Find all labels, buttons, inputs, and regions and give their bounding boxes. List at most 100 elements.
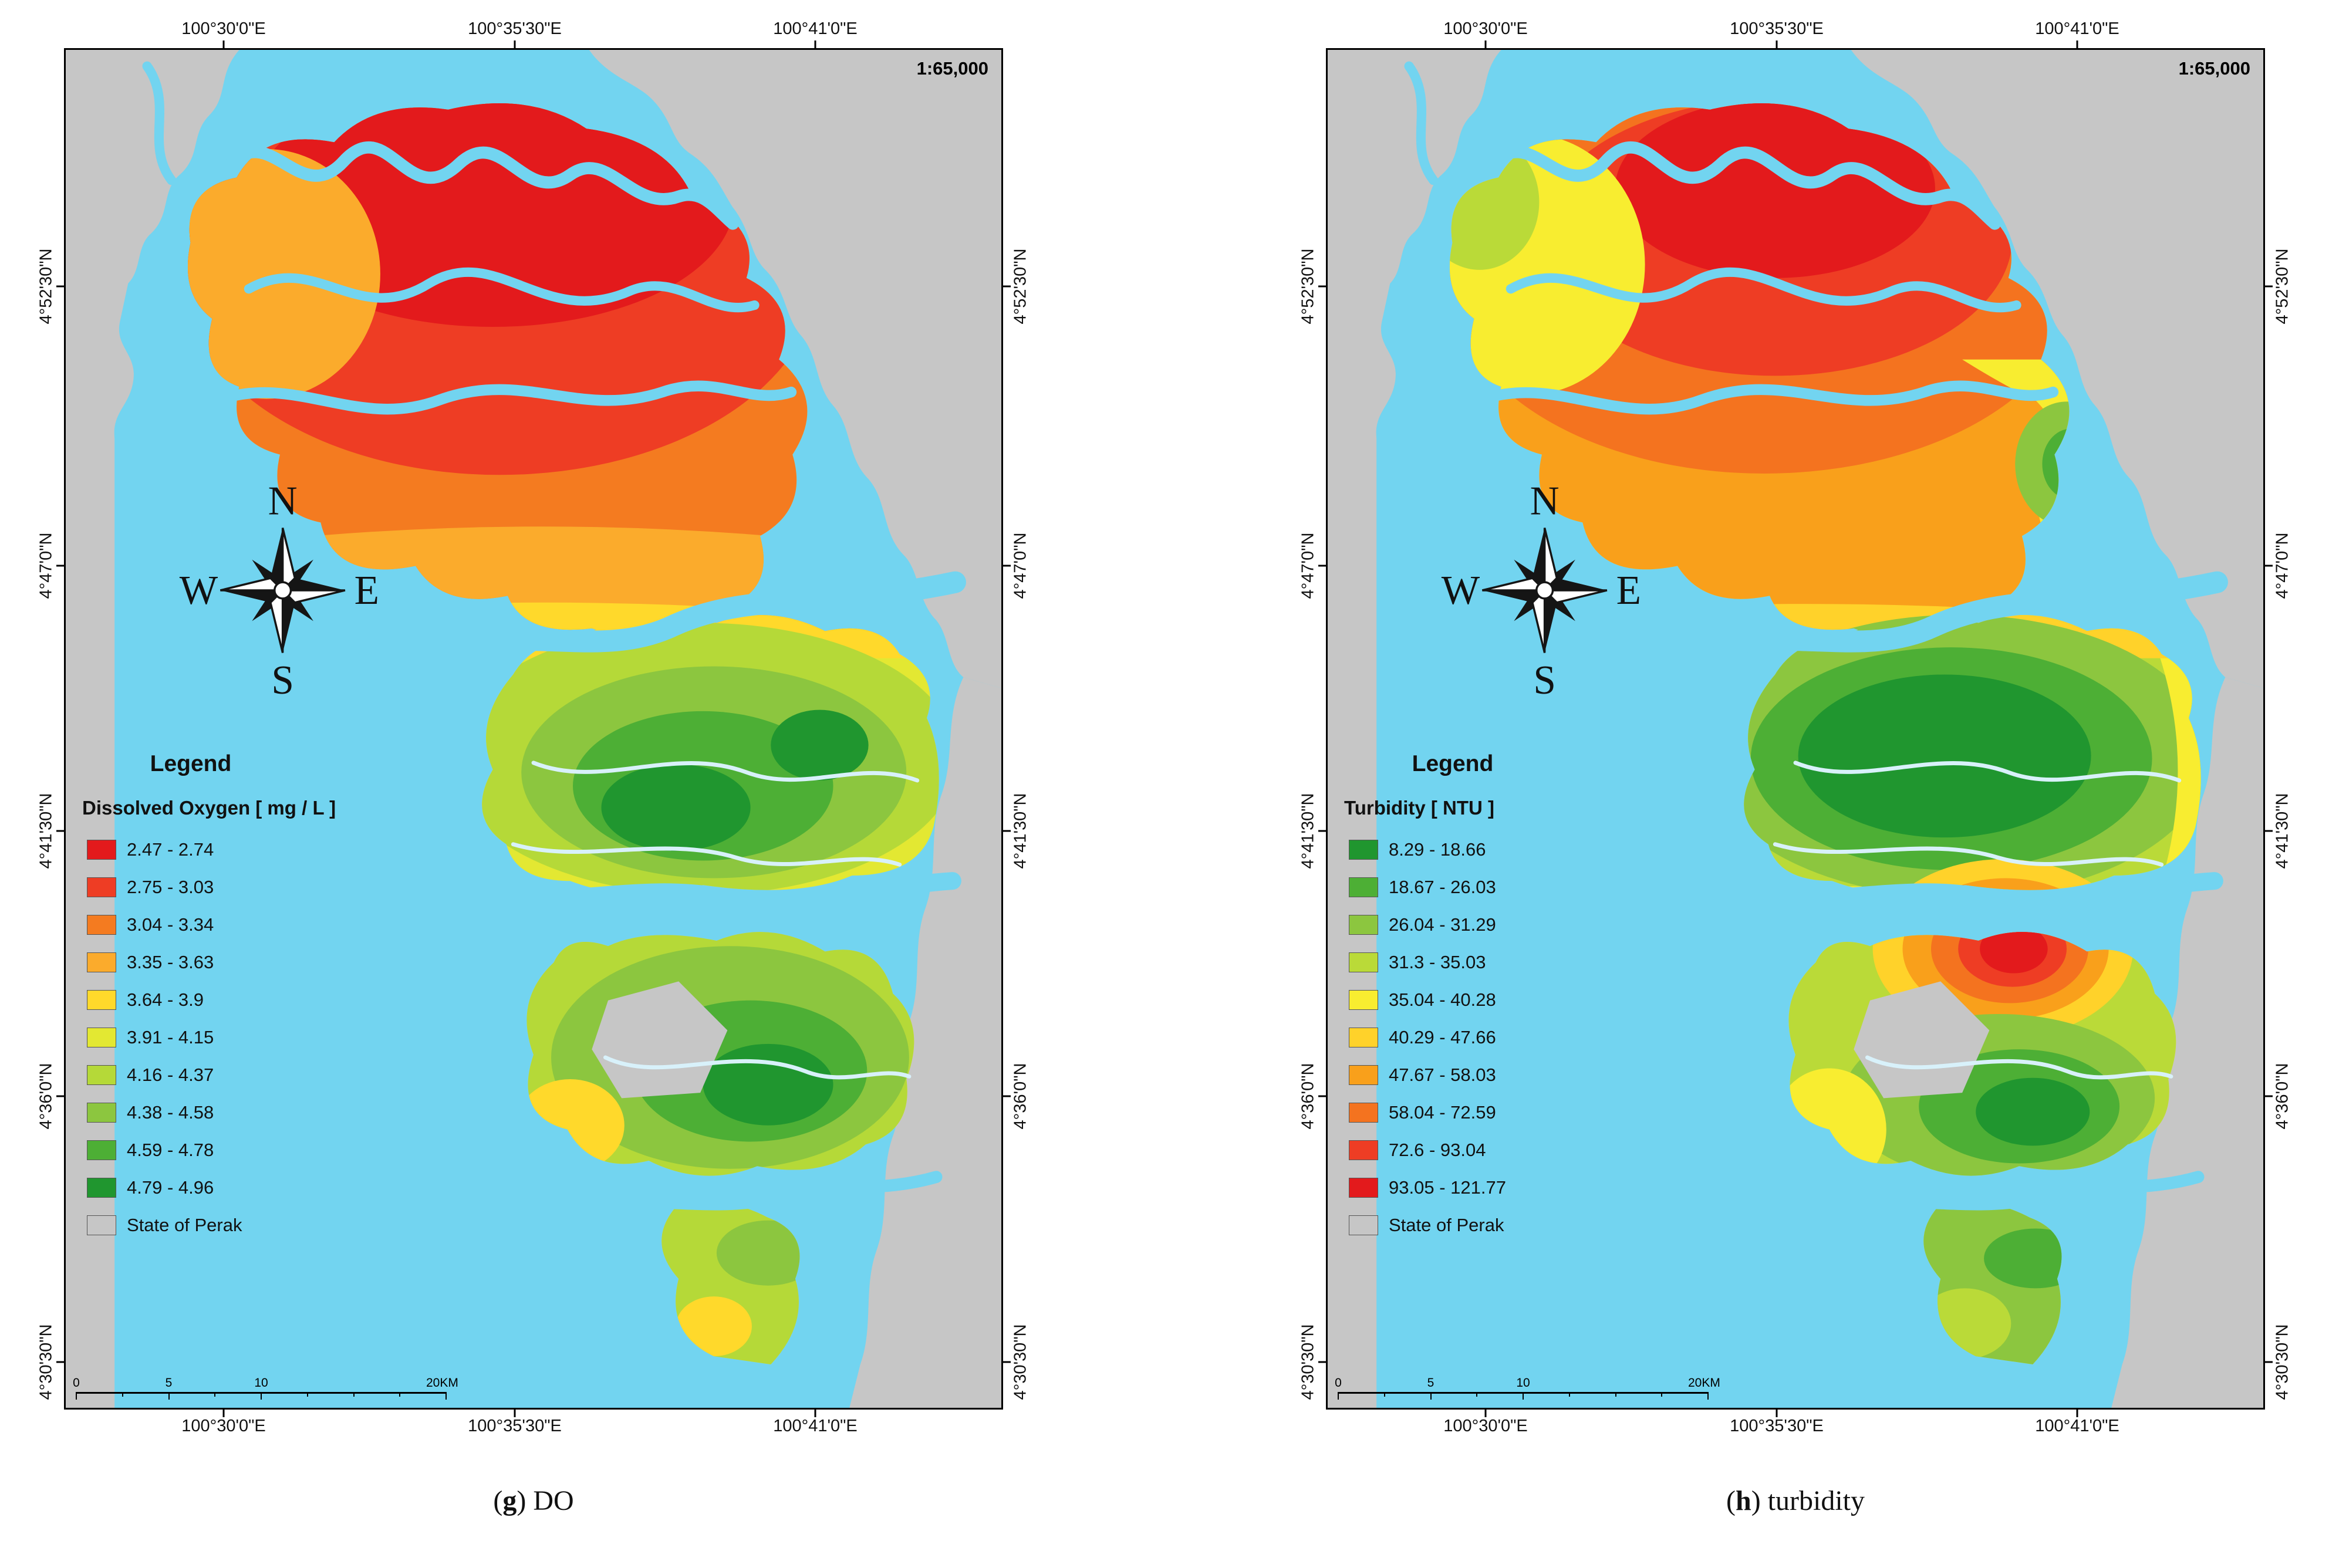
axis-tick [222,40,225,48]
axis-label: 4°52'30"N [1298,248,1318,325]
axis-tick [1318,565,1326,567]
scale-bar-tick [1568,1392,1570,1397]
axis-tick [814,40,816,48]
legend-item: 4.38 - 4.58 [82,1094,387,1131]
legend-item: 18.67 - 26.03 [1344,869,1649,906]
legend-item-label: 72.6 - 93.04 [1389,1140,1486,1160]
legend-item-label: 58.04 - 72.59 [1389,1102,1496,1123]
axis-tick [56,1095,64,1097]
axis-tick [1318,1095,1326,1097]
legend-subtitle: Dissolved Oxygen [ mg / L ] [82,797,336,819]
map-scale-ratio: 1:65,000 [2178,58,2250,79]
caption-prefix: ( [493,1485,503,1516]
caption-letter: h [1735,1485,1751,1516]
legend-item: 4.79 - 4.96 [82,1169,387,1207]
caption-suffix: ) turbidity [1751,1485,1865,1516]
legend-swatch [87,1215,116,1235]
legend-item: 35.04 - 40.28 [1344,981,1649,1019]
axis-tick [1318,830,1326,832]
legend-item: 2.75 - 3.03 [82,869,387,906]
legend-subtitle: Turbidity [ NTU ] [1344,797,1495,819]
legend-swatch [1349,1178,1378,1198]
scale-bar-tick [399,1392,401,1397]
map-scale-ratio: 1:65,000 [916,58,988,79]
scale-bar-label: 5 [165,1376,173,1390]
axis-label: 4°41'30"N [2273,793,2292,869]
legend-item: 3.35 - 3.63 [82,944,387,981]
caption-prefix: ( [1726,1485,1736,1516]
legend-swatch [1349,1028,1378,1047]
axis-label: 4°30'30"N [1011,1324,1030,1400]
axis-tick [2265,285,2273,288]
axis-label: 4°52'30"N [36,248,56,325]
axis-label: 4°41'30"N [1298,793,1318,869]
scale-bar-label: 5 [1427,1376,1434,1390]
legend-item: 4.59 - 4.78 [82,1131,387,1169]
legend-item: 2.47 - 2.74 [82,831,387,869]
legend-title: Legend [1412,751,1494,776]
legend-items: 8.29 - 18.66 18.67 - 26.03 26.04 - 31.29 31… [1344,831,1649,1244]
legend-swatch [1349,840,1378,860]
legend-swatch [87,990,116,1010]
scale-bar-label: 0 [1335,1376,1342,1390]
legend-item: 40.29 - 47.66 [1344,1019,1649,1056]
legend-title: Legend [150,751,232,776]
scale-bar-tick [214,1392,216,1397]
legend-item-label: 4.38 - 4.58 [127,1102,214,1123]
axis-tick [1484,40,1487,48]
axis-tick [2076,1410,2078,1417]
caption-letter: g [502,1485,517,1516]
scale-bar-tick [1383,1392,1385,1397]
axis-tick [1003,1361,1011,1363]
legend-item: 3.04 - 3.34 [82,906,387,944]
axis-label: 100°41'0"E [2035,1417,2119,1435]
axis-label: 100°41'0"E [773,19,858,38]
legend-swatch [87,1028,116,1047]
caption-suffix: ) DO [517,1485,574,1516]
legend-item: 58.04 - 72.59 [1344,1094,1649,1131]
axis-tick [1776,40,1778,48]
legend-swatch [87,1065,116,1085]
axis-label: 100°30'0"E [181,19,266,38]
axis-label: 4°30'30"N [36,1324,56,1400]
legend-item: 8.29 - 18.66 [1344,831,1649,869]
scale-bar-tick [1523,1392,1524,1400]
axis-tick [1003,830,1011,832]
legend-item-label: 93.05 - 121.77 [1389,1177,1506,1198]
legend-item-label: 2.75 - 3.03 [127,877,214,897]
axis-label: 100°35'30"E [1730,19,1824,38]
subfigure-caption-g: (g) DO [64,1485,1003,1517]
scale-bar-tick [353,1392,355,1397]
axis-tick [56,1361,64,1363]
scale-bar-tick [306,1392,308,1397]
axis-tick [1003,565,1011,567]
axis-label: 4°52'30"N [2273,248,2292,325]
axis-label: 4°36'0"N [36,1063,56,1130]
longitude-axis-bottom: 100°30'0"E 100°35'30"E 100°41'0"E [1326,1410,2265,1447]
axis-label: 4°47'0"N [1298,532,1318,599]
scale-bar-tick [1338,1392,1339,1400]
latitude-axis-left: 4°52'30"N 4°47'0"N 4°41'30"N 4°36'0"N 4°30'3… [1291,48,1326,1410]
longitude-axis-top: 100°30'0"E 100°35'30"E 100°41'0"E [1326,11,2265,48]
legend-item: 26.04 - 31.29 [1344,906,1649,944]
axis-label: 4°30'30"N [2273,1324,2292,1400]
legend-item-label: 4.79 - 4.96 [127,1177,214,1198]
axis-label: 4°36'0"N [2273,1063,2292,1130]
legend-swatch [1349,1103,1378,1123]
axis-label: 4°41'30"N [36,793,56,869]
legend-item-label: 40.29 - 47.66 [1389,1027,1496,1047]
map-canvas-turbidity [1328,50,2263,1408]
axis-tick [222,1410,225,1417]
axis-label: 4°36'0"N [1298,1063,1318,1130]
scale-bar-tick [121,1392,123,1397]
legend-swatch [87,1178,116,1198]
legend-swatch [1349,877,1378,897]
scale-bar-label: 10 [1516,1376,1530,1390]
legend-item-label: 3.91 - 4.15 [127,1027,214,1047]
axis-tick [2076,40,2078,48]
legend-swatch [1349,1065,1378,1085]
legend-items: 2.47 - 2.74 2.75 - 3.03 3.04 - 3.34 3.35 - … [82,831,387,1244]
legend-item: 4.16 - 4.37 [82,1056,387,1094]
latitude-axis-right: 4°52'30"N 4°47'0"N 4°41'30"N 4°36'0"N 4°30'3… [2265,48,2300,1410]
figure-panel: 100°30'0"E 100°35'30"E 100°41'0"E 4°52'30"… [36,11,2300,1517]
